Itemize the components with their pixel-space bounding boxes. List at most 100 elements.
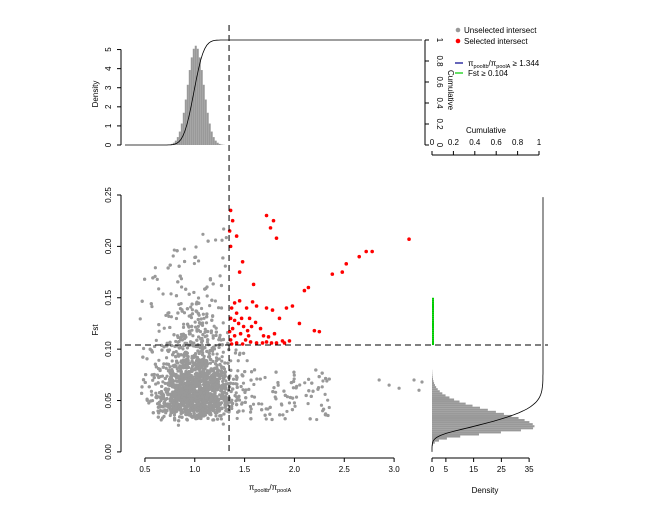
unselected-points	[139, 227, 424, 426]
selected-point	[303, 289, 307, 293]
unselected-point	[187, 405, 190, 408]
selected-point	[238, 270, 242, 274]
unselected-point	[168, 380, 171, 383]
unselected-point	[149, 348, 152, 351]
selected-point	[283, 341, 287, 345]
unselected-point	[183, 398, 186, 401]
unselected-point	[321, 385, 324, 388]
unselected-point	[173, 248, 176, 251]
selected-point	[242, 325, 246, 329]
selected-point	[231, 327, 235, 331]
unselected-point	[388, 384, 391, 387]
legend: Unselected intersect Selected intersect …	[455, 26, 540, 78]
unselected-point	[181, 382, 184, 385]
unselected-point	[237, 398, 240, 401]
unselected-point	[222, 397, 225, 400]
unselected-point	[202, 313, 205, 316]
unselected-point	[194, 325, 197, 328]
unselected-point	[201, 407, 204, 410]
unselected-point	[151, 379, 154, 382]
unselected-point	[295, 386, 298, 389]
legend-selected-marker	[456, 39, 461, 44]
unselected-point	[162, 402, 165, 405]
unselected-point	[284, 417, 287, 420]
unselected-point	[412, 378, 415, 381]
unselected-point	[149, 399, 152, 402]
unselected-point	[217, 369, 220, 372]
top-cumulative-tick-label: 0.2	[435, 118, 444, 130]
unselected-point	[163, 327, 166, 330]
unselected-point	[167, 368, 170, 371]
unselected-point	[215, 352, 218, 355]
unselected-point	[157, 359, 160, 362]
unselected-point	[234, 394, 237, 397]
unselected-point	[220, 284, 223, 287]
unselected-point	[162, 366, 165, 369]
unselected-point	[184, 351, 187, 354]
selected-point	[278, 317, 282, 321]
unselected-point	[219, 414, 222, 417]
unselected-point	[240, 403, 243, 406]
unselected-point	[164, 377, 167, 380]
unselected-point	[278, 413, 281, 416]
top-histogram-bar	[215, 141, 217, 145]
unselected-point	[158, 330, 161, 333]
unselected-point	[244, 396, 247, 399]
selected-point	[267, 335, 271, 339]
selected-point	[262, 334, 266, 338]
top-histogram-bar	[187, 85, 189, 145]
right-cumulative-tick-label: 0.2	[448, 138, 460, 147]
unselected-point	[200, 307, 203, 310]
unselected-point	[190, 369, 193, 372]
unselected-point	[166, 342, 169, 345]
unselected-point	[196, 349, 199, 352]
unselected-point	[200, 317, 203, 320]
unselected-point	[210, 299, 213, 302]
top-histogram-bar	[207, 113, 209, 145]
unselected-point	[168, 341, 171, 344]
unselected-point	[271, 390, 274, 393]
selected-point	[265, 214, 269, 218]
right-cumulative-tick-label: 0.8	[512, 138, 524, 147]
selected-point	[291, 304, 295, 308]
unselected-point	[182, 326, 185, 329]
unselected-point	[155, 394, 158, 397]
unselected-point	[206, 417, 209, 420]
unselected-point	[220, 306, 223, 309]
unselected-point	[203, 373, 206, 376]
right-histogram-bar	[432, 380, 433, 382]
unselected-point	[182, 390, 185, 393]
unselected-point	[224, 265, 227, 268]
unselected-point	[191, 334, 194, 337]
unselected-point	[141, 355, 144, 358]
legend-fst-threshold-label: Fst ≥ 0.104	[468, 69, 509, 78]
scatter-x-label: πpooltb/πpoolA	[249, 483, 292, 494]
unselected-point	[220, 367, 223, 370]
unselected-point	[276, 381, 279, 384]
unselected-point	[212, 418, 215, 421]
selected-point	[254, 321, 258, 325]
unselected-point	[209, 399, 212, 402]
unselected-point	[139, 317, 142, 320]
unselected-point	[322, 408, 325, 411]
unselected-point	[242, 409, 245, 412]
unselected-point	[169, 414, 172, 417]
unselected-point	[162, 362, 165, 365]
unselected-point	[186, 395, 189, 398]
unselected-point	[195, 310, 198, 313]
unselected-point	[229, 382, 232, 385]
unselected-point	[157, 323, 160, 326]
selected-point	[231, 219, 235, 223]
unselected-point	[298, 383, 301, 386]
unselected-point	[209, 358, 212, 361]
unselected-point	[197, 318, 200, 321]
selected-point	[331, 272, 335, 276]
unselected-point	[198, 413, 201, 416]
unselected-point	[194, 383, 197, 386]
right-histogram-bar	[432, 409, 488, 411]
unselected-point	[237, 359, 240, 362]
unselected-point	[201, 395, 204, 398]
unselected-point	[214, 397, 217, 400]
unselected-point	[291, 408, 294, 411]
unselected-point	[220, 401, 223, 404]
